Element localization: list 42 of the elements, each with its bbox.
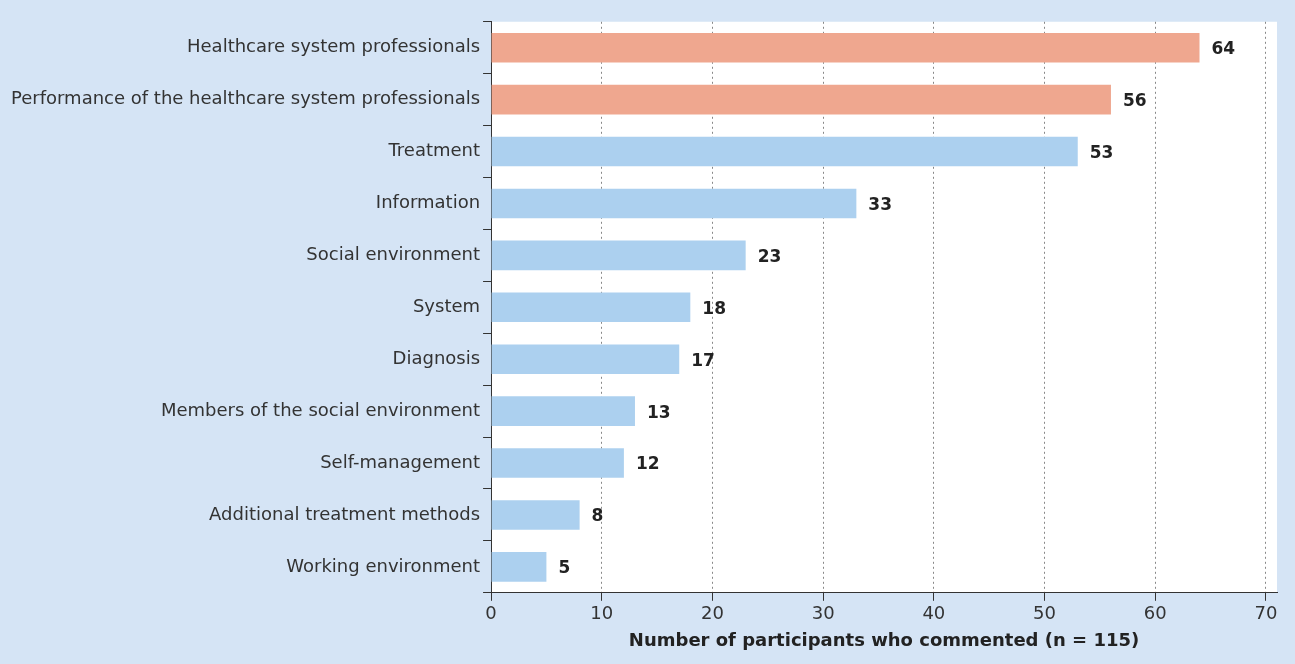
x-tick-label: 40 (922, 602, 946, 624)
y-tick-label: Treatment (387, 139, 481, 161)
data-label: 12 (635, 453, 660, 474)
bar (491, 292, 691, 323)
bar (491, 188, 857, 219)
x-tick-label: 70 (1254, 602, 1278, 624)
x-tick-label: 20 (701, 602, 724, 624)
y-tick-label: Performance of the healthcare system professionals (10, 87, 481, 109)
bar (491, 240, 746, 271)
y-tick-label: Working environment (286, 554, 481, 576)
y-tick-label: Information (375, 191, 481, 213)
x-tick-label: 0 (485, 602, 497, 624)
x-tick-label: 60 (1143, 602, 1167, 624)
data-label: 56 (1122, 90, 1147, 111)
data-label: 8 (591, 505, 604, 526)
y-tick-label: Additional treatment methods (209, 502, 481, 524)
x-axis-title: Number of participants who commented (n = 115) (628, 628, 1140, 650)
bar (491, 84, 1111, 115)
data-label: 23 (757, 245, 782, 266)
data-label: 53 (1089, 141, 1114, 162)
y-tick-label: Members of the social environment (160, 398, 481, 420)
data-label: 13 (646, 401, 671, 422)
y-tick-label: Healthcare system professionals (186, 35, 481, 57)
bar (491, 448, 624, 478)
y-tick-label: System (412, 294, 481, 316)
bar (491, 396, 635, 426)
bar (491, 500, 580, 530)
bar (491, 552, 547, 582)
data-label: 17 (691, 349, 715, 370)
data-label: 5 (558, 557, 571, 578)
data-label: 18 (702, 297, 726, 318)
y-tick-label: Diagnosis (392, 346, 481, 368)
bar (491, 344, 680, 374)
data-label: 64 (1211, 38, 1236, 59)
x-tick-label: 50 (1033, 602, 1056, 624)
y-tick-label: Self-management (320, 450, 481, 472)
x-tick-label: 30 (811, 602, 835, 624)
bar (491, 136, 1078, 167)
data-label: 33 (868, 193, 893, 214)
y-tick-label: Social environment (306, 243, 481, 265)
bar (491, 32, 1200, 63)
x-tick-label: 10 (590, 602, 614, 624)
